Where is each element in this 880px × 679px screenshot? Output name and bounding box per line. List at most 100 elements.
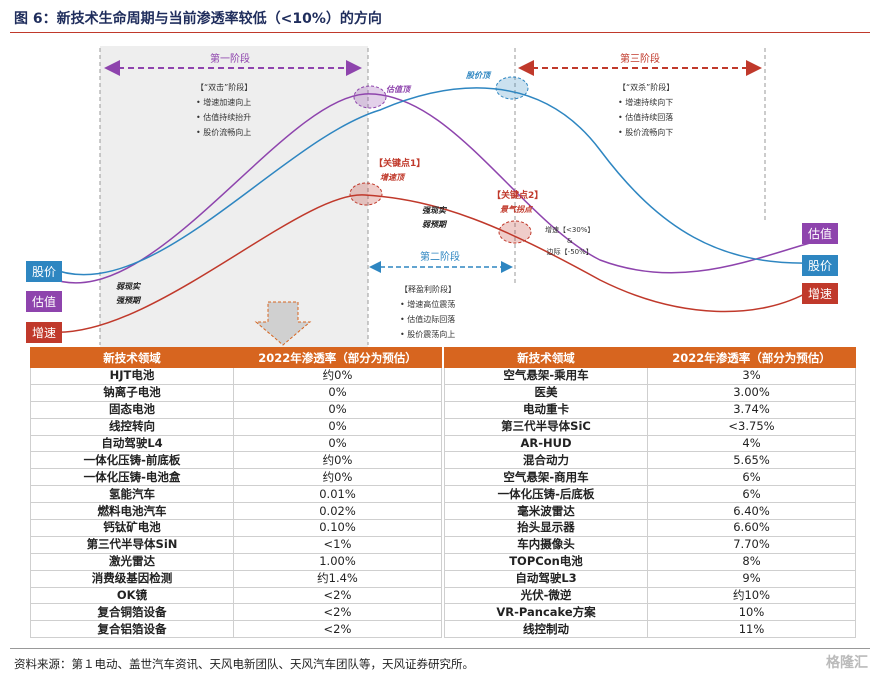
table-row: OK镜 <2% — [30, 586, 442, 605]
stage1-item: 股价流畅向上 — [196, 125, 252, 140]
penetration-rate-cell: 0.10% — [233, 519, 442, 537]
penetration-rate-cell: 3.74% — [647, 400, 856, 419]
stage2-item: 估值边际回落 — [400, 312, 456, 327]
stage2-label: 第二阶段 — [420, 252, 460, 263]
stage3-heading: 【“双杀”阶段】 — [618, 83, 675, 92]
field-name-cell: 第三代半导体SiN — [30, 535, 234, 554]
source-divider — [10, 648, 870, 649]
penetration-rate-cell: 0% — [233, 417, 442, 436]
field-name-cell: 第三代半导体SiC — [444, 417, 648, 436]
penetration-rate-cell: 3.00% — [647, 383, 856, 402]
stage2-item: 增速高位震荡 — [400, 297, 456, 312]
growth-top-label: 增速顶 — [380, 173, 404, 182]
penetration-rate-cell: 0% — [233, 434, 442, 453]
field-name-cell: 线控转向 — [30, 417, 234, 436]
legend-right-growth: 增速 — [802, 283, 839, 304]
stage1-item: 估值持续抬升 — [196, 110, 252, 125]
table-row: 氢能汽车 0.01% — [30, 485, 442, 504]
growth-top-marker — [349, 182, 383, 206]
penetration-rate-cell: <1% — [233, 535, 442, 554]
penetration-rate-cell: 6.40% — [647, 502, 856, 521]
field-name-cell: 毫米波雷达 — [444, 502, 648, 521]
key-point-2: 【关键点2】 — [492, 191, 544, 201]
table-row: 燃料电池汽车 0.02% — [30, 502, 442, 521]
legend-right-price: 股价 — [802, 255, 839, 276]
stage3-item: 增速持续向下 — [618, 95, 674, 110]
penetration-table-left: 新技术领域 2022年渗透率（部分为预估） HJT电池约0% 钠离子电池 0% 固态电… — [30, 347, 442, 639]
penetration-rate-cell: 4% — [647, 434, 856, 453]
table-header-rate: 2022年渗透率（部分为预估） — [233, 347, 442, 368]
field-name-cell: 一体化压铸-前底板 — [30, 451, 234, 470]
stage1-item: 增速加速向上 — [196, 95, 252, 110]
penetration-rate-cell: 6.60% — [647, 519, 856, 537]
field-name-cell: 空气悬架-商用车 — [444, 468, 648, 487]
valuation-top-label: 估值顶 — [386, 85, 410, 94]
table-row: 固态电池 0% — [30, 400, 442, 419]
penetration-rate-cell: 3% — [647, 367, 856, 385]
price-top-label: 股价顶 — [466, 71, 490, 80]
penetration-rate-cell: 6% — [647, 485, 856, 504]
field-name-cell: HJT电池 — [30, 367, 234, 385]
field-name-cell: 线控制动 — [444, 620, 648, 639]
penetration-rate-cell: 8% — [647, 552, 856, 571]
field-name-cell: 燃料电池汽车 — [30, 502, 234, 521]
field-name-cell: 复合铝箔设备 — [30, 620, 234, 639]
table-row: AR-HUD 4% — [444, 434, 856, 453]
stage3-description: 【“双杀”阶段】 增速持续向下 估值持续回落 股价流畅向下 — [618, 80, 674, 140]
valuation-top-marker — [353, 85, 387, 109]
source-note: 资料来源：第１电动、盖世汽车资讯、天风电新团队、天风汽车团队等，天风证券研究所。 — [14, 657, 474, 671]
field-name-cell: 电动重卡 — [444, 400, 648, 419]
field-name-cell: 固态电池 — [30, 400, 234, 419]
stage3-item: 股价流畅向下 — [618, 125, 674, 140]
stage2-description: 【释盈利阶段】 增速高位震荡 估值边际回落 股价震荡向上 — [400, 282, 456, 342]
field-name-cell: 自动驾驶L4 — [30, 434, 234, 453]
title-divider — [10, 32, 870, 33]
penetration-rate-cell: <2% — [233, 586, 442, 605]
penetration-rate-cell: 6% — [647, 468, 856, 487]
penetration-rate-cell: 0% — [233, 400, 442, 419]
page-title: 图 6：新技术生命周期与当前渗透率较低（<10%）的方向 — [14, 11, 382, 27]
down-arrow-icon — [254, 301, 312, 346]
strong-reality-note: 强现实 弱预期 — [422, 206, 446, 229]
valuation-curve — [49, 93, 811, 284]
field-name-cell: 消费级基因检测 — [30, 569, 234, 588]
penetration-rate-cell: <3.75% — [647, 417, 856, 436]
field-name-cell: TOPCon电池 — [444, 552, 648, 571]
table-row: 一体化压铸-后底板 6% — [444, 485, 856, 504]
key2-growth-text: 增速【<30%】 — [545, 226, 595, 234]
field-name-cell: 一体化压铸-电池盒 — [30, 468, 234, 487]
table-row: 第三代半导体SiC <3.75% — [444, 417, 856, 436]
table-header-field: 新技术领域 — [444, 347, 648, 368]
penetration-rate-cell: 11% — [647, 620, 856, 639]
lifecycle-diagram — [49, 48, 811, 346]
table-row: 复合铜箔设备 <2% — [30, 603, 442, 622]
legend-right-valuation: 估值 — [802, 223, 839, 244]
table-row: 自动驾驶L3 9% — [444, 569, 856, 588]
sentiment-inflection-marker — [498, 220, 532, 244]
table-row: 自动驾驶L4 0% — [30, 434, 442, 453]
field-name-cell: OK镜 — [30, 586, 234, 605]
table-row: 消费级基因检测 约1.4% — [30, 569, 442, 588]
field-name-cell: 一体化压铸-后底板 — [444, 485, 648, 504]
table-row: 一体化压铸-前底板 约0% — [30, 451, 442, 470]
penetration-rate-cell: 约10% — [647, 586, 856, 605]
legend-left-price: 股价 — [26, 261, 63, 282]
field-name-cell: 复合铜箔设备 — [30, 603, 234, 622]
penetration-rate-cell: 约0% — [233, 451, 442, 470]
stage2-item: 股价震荡向上 — [400, 327, 456, 342]
table-row: 空气悬架-商用车 6% — [444, 468, 856, 487]
field-name-cell: 激光雷达 — [30, 552, 234, 571]
table-row: 钙钛矿电池 0.10% — [30, 519, 442, 537]
stage1-description: 【“双击”阶段】 增速加速向上 估值持续抬升 股价流畅向上 — [196, 80, 252, 140]
table-header-field: 新技术领域 — [30, 347, 234, 368]
field-name-cell: 抬头显示器 — [444, 519, 648, 537]
table-row: 钠离子电池 0% — [30, 383, 442, 402]
table-row: 混合动力 5.65% — [444, 451, 856, 470]
field-name-cell: 医美 — [444, 383, 648, 402]
key2-detail: 增速【<30%】 & 边际【-50%】 — [545, 225, 594, 258]
key-point-1: 【关键点1】 — [374, 159, 426, 169]
table-row: 光伏-微逆 约10% — [444, 586, 856, 605]
watermark-logo: 格隆汇 — [826, 655, 868, 671]
table-row: 医美 3.00% — [444, 383, 856, 402]
growth-curve — [49, 194, 811, 333]
